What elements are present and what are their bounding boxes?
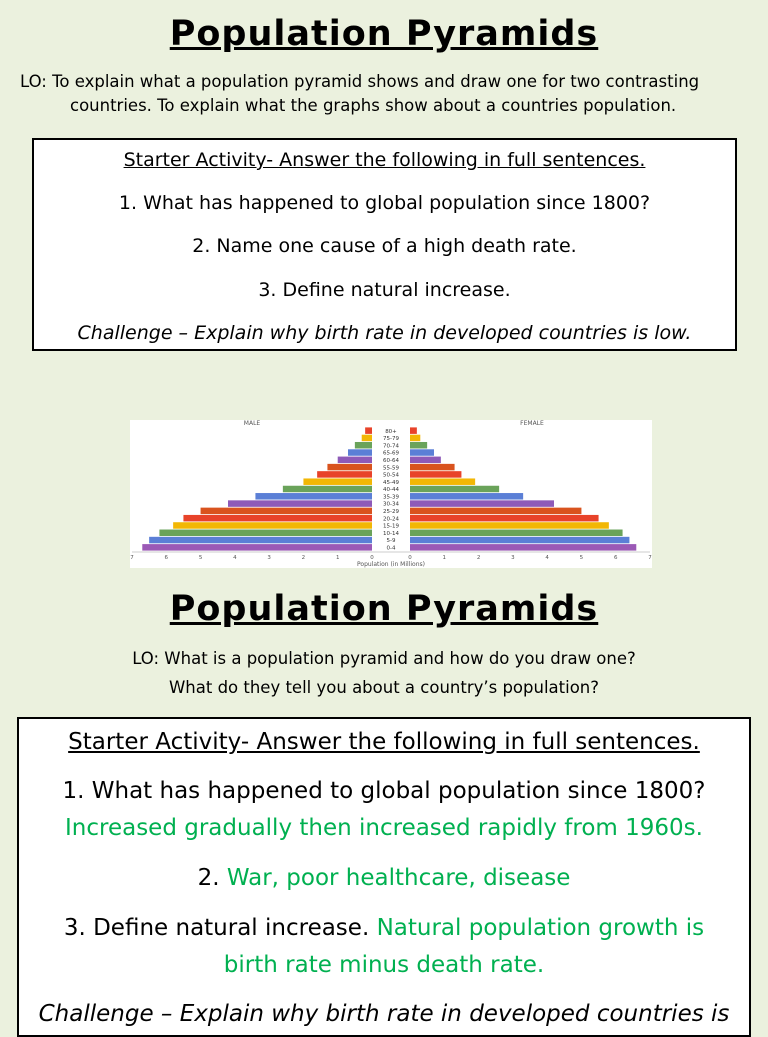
female-bar-80+: [410, 427, 417, 434]
slide1-question-3: 3. Define natural increase.: [258, 279, 511, 301]
slide2-question-3-text: 3. Define natural increase.: [63, 915, 370, 941]
female-bar-40-44: [410, 485, 500, 493]
age-label-20-24: 20-24: [383, 516, 399, 522]
x-tick-label: 1: [443, 555, 447, 561]
x-tick-label: 7: [130, 555, 134, 561]
slide1-question-1: 1. What has happened to global populatio…: [118, 192, 651, 214]
female-bar-30-34: [410, 500, 554, 507]
female-bar-45-49: [410, 478, 476, 485]
slide2-question-3: 3. Define natural increase. Natural popu…: [19, 915, 749, 941]
slide2-answer-3-part2: birth rate minus death rate.: [223, 952, 545, 978]
male-bar-70-74: [354, 441, 372, 449]
slide2-answer-2: War, poor healthcare, disease: [226, 865, 571, 891]
age-label-45-49: 45-49: [383, 480, 399, 486]
age-label-35-39: 35-39: [383, 494, 399, 500]
female-bar-15-19: [410, 522, 609, 529]
slide2-question-2-number: 2.: [197, 865, 220, 891]
male-bar-50-54: [317, 471, 372, 478]
slide2-question-2: 2. War, poor healthcare, disease: [19, 865, 749, 891]
slide1-lo-line2: countries. To explain what the graphs sh…: [70, 96, 677, 115]
slide2-question-1: 1. What has happened to global populatio…: [62, 778, 706, 804]
x-tick-label: 3: [267, 555, 271, 561]
x-tick-label: 5: [199, 555, 203, 561]
slide1-question-2: 2. Name one cause of a high death rate.: [192, 235, 577, 257]
slide2-answer-1: Increased gradually then increased rapid…: [65, 815, 703, 841]
age-label-65-69: 65-69: [383, 451, 399, 457]
female-bar-5-9: [410, 536, 630, 544]
male-bar-60-64: [337, 456, 372, 464]
x-tick-label: 1: [336, 555, 340, 561]
age-label-5-9: 5-9: [387, 538, 396, 544]
female-bar-50-54: [410, 471, 462, 478]
male-bar-20-24: [183, 514, 372, 522]
male-bar-15-19: [173, 522, 372, 529]
male-bar-25-29: [200, 507, 372, 515]
female-bar-55-59: [410, 463, 455, 471]
male-bar-5-9: [149, 536, 372, 544]
age-label-30-34: 30-34: [383, 502, 399, 508]
x-axis-label: Population (in Millions): [357, 561, 425, 568]
female-bar-25-29: [410, 507, 582, 515]
age-label-50-54: 50-54: [383, 473, 399, 479]
male-bar-55-59: [327, 463, 372, 471]
slide1-challenge: Challenge – Explain why birth rate in de…: [77, 322, 692, 344]
female-bar-0-4: [410, 544, 637, 551]
age-label-55-59: 55-59: [383, 465, 399, 471]
x-tick-label: 2: [302, 555, 306, 561]
male-bar-30-34: [228, 500, 372, 507]
male-bar-35-39: [255, 493, 372, 500]
male-bar-0-4: [142, 544, 372, 551]
population-pyramid-svg: MALE FEMALE 0-45-910-1415-1920-2425-2930…: [130, 420, 652, 568]
slide1-starter-box: Starter Activity- Answer the following i…: [32, 138, 737, 351]
male-bar-65-69: [348, 449, 372, 456]
x-tick-label: 4: [545, 555, 549, 561]
age-label-75-79: 75-79: [383, 436, 399, 442]
age-label-40-44: 40-44: [383, 487, 399, 493]
slide2-lo-line1: LO: What is a population pyramid and how…: [132, 649, 636, 668]
x-tick-label: 0: [408, 555, 412, 561]
slide2-starter-heading: Starter Activity- Answer the following i…: [68, 729, 700, 755]
age-label-0-4: 0-4: [387, 546, 396, 552]
slide2-lo-line2: What do they tell you about a country’s …: [168, 678, 600, 697]
female-bar-70-74: [410, 441, 428, 449]
age-label-25-29: 25-29: [383, 509, 399, 515]
age-label-70-74: 70-74: [383, 443, 399, 449]
slide1-learning-objective: LO: To explain what a population pyramid…: [20, 70, 750, 118]
age-label-80+: 80+: [385, 429, 397, 435]
male-bar-80+: [365, 427, 372, 434]
female-bar-60-64: [410, 456, 441, 464]
age-label-15-19: 15-19: [383, 524, 399, 530]
female-bar-75-79: [410, 434, 421, 442]
female-bar-35-39: [410, 493, 524, 500]
age-label-10-14: 10-14: [383, 531, 399, 537]
population-pyramid-chart: MALE FEMALE 0-4 5-9 10-14 15-19 20-24 25-29 30…: [130, 420, 652, 568]
female-bar-10-14: [410, 529, 623, 537]
female-label: FEMALE: [520, 420, 544, 427]
male-bar-40-44: [282, 485, 372, 493]
x-tick-label: 5: [580, 555, 584, 561]
x-tick-label: 3: [511, 555, 515, 561]
slide1-starter-heading: Starter Activity- Answer the following i…: [123, 149, 646, 171]
male-label: MALE: [244, 420, 261, 427]
age-label-60-64: 60-64: [383, 458, 399, 464]
slide2-challenge: Challenge – Explain why birth rate in de…: [38, 1001, 730, 1027]
male-bar-75-79: [361, 434, 372, 442]
x-tick-label: 6: [614, 555, 618, 561]
male-bar-10-14: [159, 529, 372, 537]
slide2-answer-3-part1: Natural population growth is: [376, 915, 705, 941]
slide2-starter-box: Starter Activity- Answer the following i…: [17, 717, 751, 1037]
x-tick-label: 6: [165, 555, 169, 561]
x-tick-label: 4: [233, 555, 237, 561]
slide1-lo-line1: LO: To explain what a population pyramid…: [20, 72, 700, 91]
female-bar-20-24: [410, 514, 599, 522]
slide1-title: Population Pyramids: [169, 14, 599, 54]
male-bar-45-49: [303, 478, 372, 485]
female-bar-65-69: [410, 449, 434, 456]
x-tick-label: 2: [477, 555, 481, 561]
x-tick-label: 0: [370, 555, 374, 561]
slide2-title: Population Pyramids: [169, 589, 599, 629]
x-tick-label: 7: [648, 555, 652, 561]
